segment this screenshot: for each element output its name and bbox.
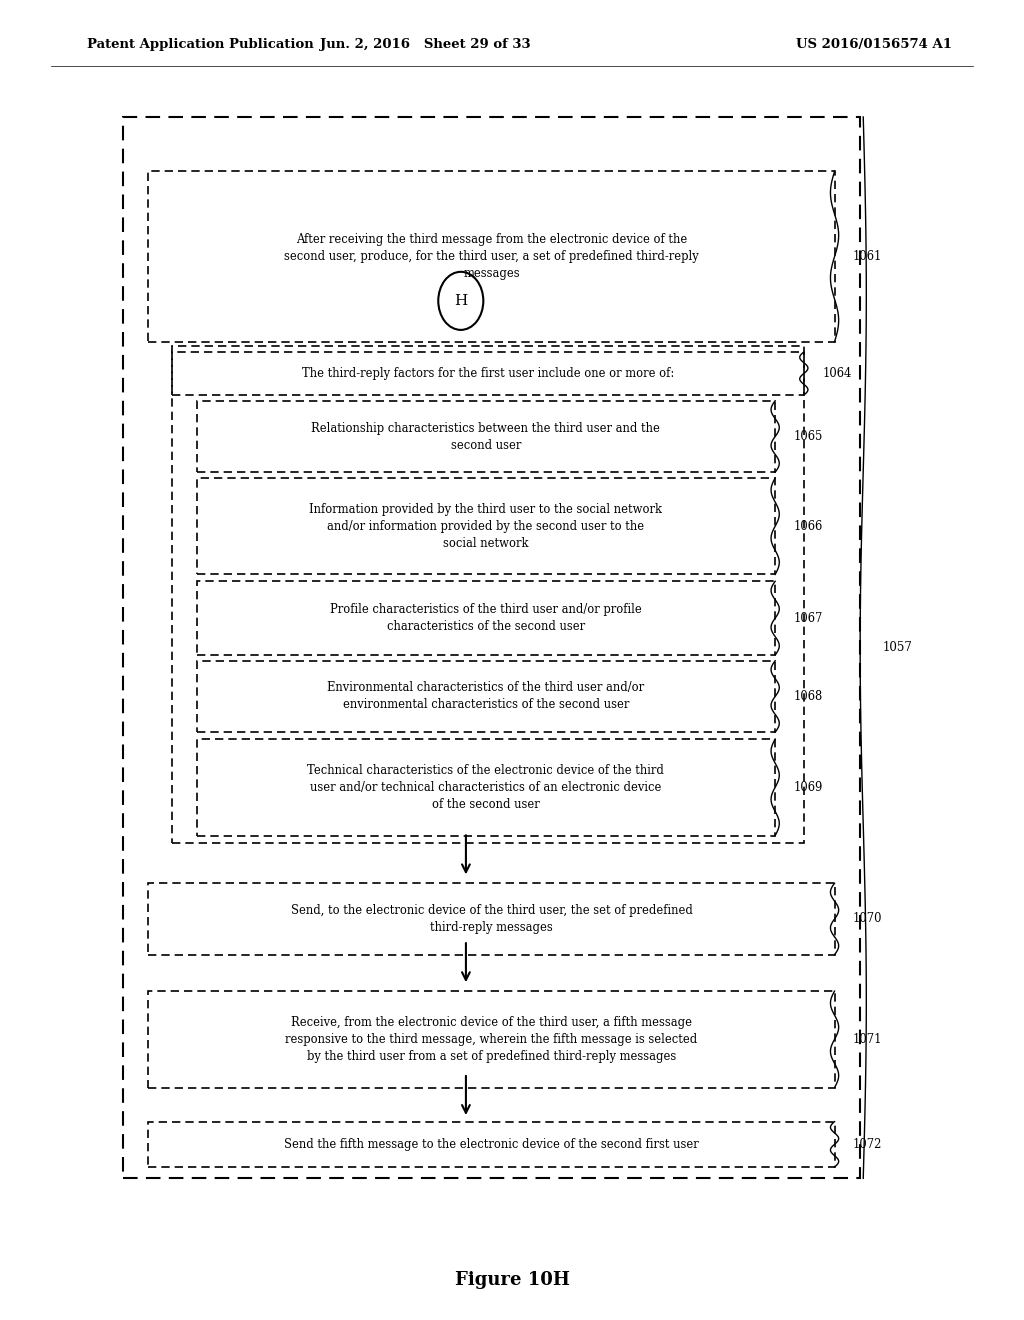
Text: 1066: 1066 [794,520,823,533]
Text: Technical characteristics of the electronic device of the third
user and/or tech: Technical characteristics of the electro… [307,764,665,810]
Text: 1071: 1071 [853,1032,883,1045]
Bar [148,883,835,954]
Text: Receive, from the electronic device of the third user, a fifth message
responsiv: Receive, from the electronic device of t… [286,1016,697,1063]
Text: After receiving the third message from the electronic device of the
second user,: After receiving the third message from t… [284,234,699,280]
Text: US 2016/0156574 A1: US 2016/0156574 A1 [797,38,952,51]
Bar [172,346,804,843]
Text: 1065: 1065 [794,430,823,444]
Text: Information provided by the third user to the social network
and/or information : Information provided by the third user t… [309,503,663,549]
Text: Jun. 2, 2016   Sheet 29 of 33: Jun. 2, 2016 Sheet 29 of 33 [319,38,530,51]
Bar [197,739,775,836]
Bar [123,117,860,1179]
Text: Send the fifth message to the electronic device of the second first user: Send the fifth message to the electronic… [284,1138,699,1151]
Text: 1061: 1061 [853,249,883,263]
Text: Environmental characteristics of the third user and/or
environmental characteris: Environmental characteristics of the thi… [328,681,644,711]
Text: 1070: 1070 [853,912,883,925]
Text: 1067: 1067 [794,611,823,624]
Bar [148,1122,835,1167]
Text: Figure 10H: Figure 10H [455,1271,569,1290]
Text: Profile characteristics of the third user and/or profile
characteristics of the : Profile characteristics of the third use… [330,603,642,634]
Text: The third-reply factors for the first user include one or more of:: The third-reply factors for the first us… [302,367,674,380]
Text: Send, to the electronic device of the third user, the set of predefined
third-re: Send, to the electronic device of the th… [291,904,692,935]
Bar [148,172,835,342]
Text: H: H [455,294,467,308]
Bar [172,352,804,395]
Text: Relationship characteristics between the third user and the
second user: Relationship characteristics between the… [311,421,660,451]
Text: 1068: 1068 [794,690,823,704]
Text: Patent Application Publication: Patent Application Publication [87,38,313,51]
Bar [148,991,835,1088]
Text: 1057: 1057 [883,642,912,655]
Bar [197,478,775,574]
Bar [197,661,775,733]
Bar [197,401,775,473]
Text: 1072: 1072 [853,1138,883,1151]
Text: 1064: 1064 [822,367,852,380]
Bar [197,581,775,655]
Text: 1069: 1069 [794,781,823,793]
